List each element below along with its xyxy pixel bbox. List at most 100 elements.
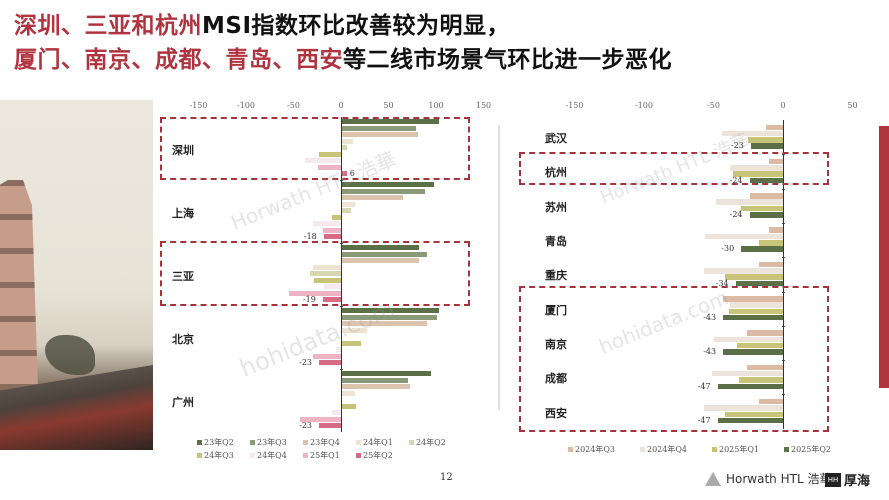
data-label: -23 — [299, 358, 313, 368]
bar-2024Q4 — [712, 370, 783, 377]
legend-label: 23年Q3 — [257, 438, 287, 447]
legend-label: 25年Q1 — [310, 451, 340, 460]
bar-23Q4 — [341, 258, 419, 264]
pagoda-photo — [0, 100, 153, 450]
bar-2025Q2 — [741, 246, 783, 252]
data-label: -30 — [721, 244, 735, 254]
bar-2024Q3 — [759, 261, 783, 268]
legend-swatch-icon — [784, 447, 789, 452]
zero-axis-line — [783, 120, 784, 429]
bar-24Q4 — [304, 158, 341, 164]
bar-24Q4 — [331, 410, 341, 416]
legend-item: 2024年Q4 — [640, 444, 712, 455]
bar-25Q2 — [319, 360, 341, 366]
hohi-box-icon: HH — [825, 472, 841, 487]
bar-24Q4 — [323, 284, 341, 290]
bar-23Q4 — [341, 195, 403, 201]
horwath-triangle-icon — [705, 471, 721, 486]
category-label: 武汉 — [545, 132, 567, 146]
legend-swatch-icon — [197, 453, 202, 458]
legend-swatch-icon — [197, 440, 202, 445]
right-chart-legend: 2024年Q3 2024年Q4 2025年Q1 2025年Q2 — [568, 444, 858, 457]
bar-2025Q2 — [749, 177, 783, 184]
category-label: 苏州 — [545, 200, 567, 214]
x-tick-label: 50 — [847, 101, 858, 110]
bar-23Q3 — [341, 125, 417, 131]
legend-swatch-icon — [409, 440, 414, 445]
bar-23Q3 — [341, 377, 409, 383]
horwath-logo-text: Horwath HTL 浩華 — [726, 472, 832, 486]
highlight-box — [160, 117, 470, 180]
bar-24Q4 — [336, 347, 341, 353]
x-tick-label: -100 — [237, 101, 255, 110]
legend-label: 25年Q2 — [363, 451, 393, 460]
x-tick-label: 150 — [475, 101, 492, 110]
legend-swatch-icon — [250, 453, 255, 458]
bar-23Q2 — [341, 182, 435, 188]
data-label: -24 — [729, 175, 743, 185]
bar-2024Q4 — [730, 302, 783, 308]
bar-24Q3 — [319, 151, 341, 157]
bar-24Q1 — [341, 138, 354, 144]
bar-23Q2 — [341, 245, 419, 251]
legend-item: 23年Q4 — [303, 437, 356, 448]
chart-divider — [498, 125, 500, 410]
x-tick-label: -50 — [287, 101, 300, 110]
bar-24Q1 — [341, 390, 356, 396]
category-label: 西安 — [545, 406, 567, 420]
legend-item: 25年Q2 — [356, 450, 409, 461]
bar-2025Q2 — [723, 349, 783, 355]
legend-item: 25年Q1 — [303, 450, 356, 461]
bar-2025Q1 — [738, 377, 783, 383]
bar-2024Q3 — [746, 330, 783, 336]
category-label: 厦门 — [545, 303, 567, 317]
bar-24Q4 — [312, 221, 341, 227]
category-label: 成都 — [545, 372, 567, 386]
bar-23Q3 — [341, 314, 437, 320]
category-label: 青岛 — [545, 235, 567, 249]
data-label: -43 — [703, 312, 717, 322]
bar-24Q3 — [314, 277, 341, 283]
bar-25Q1 — [300, 416, 341, 422]
bar-23Q2 — [341, 308, 439, 314]
bar-23Q3 — [341, 188, 425, 194]
bar-2024Q4 — [703, 405, 783, 411]
category-label: 上海 — [172, 206, 194, 220]
legend-item: 23年Q3 — [250, 437, 303, 448]
bar-25Q2 — [323, 234, 341, 240]
data-label: -24 — [729, 210, 743, 220]
bar-24Q3 — [332, 214, 341, 220]
legend-label: 24年Q3 — [204, 451, 234, 460]
bar-25Q2 — [341, 171, 347, 177]
accent-strip — [879, 126, 889, 388]
bar-25Q1 — [322, 227, 341, 233]
bar-25Q2 — [322, 297, 341, 303]
hohi-logo-text: 厚海 — [844, 474, 871, 489]
data-label: 6 — [349, 169, 355, 179]
bar-23Q4 — [341, 384, 411, 390]
bar-25Q1 — [313, 353, 341, 359]
bar-2025Q2 — [717, 417, 783, 424]
category-label: 北京 — [172, 332, 194, 346]
legend-label: 2025年Q1 — [719, 445, 760, 454]
bar-24Q2 — [341, 145, 347, 151]
legend-swatch-icon — [356, 440, 361, 445]
bar-2025Q1 — [748, 137, 783, 143]
bar-23Q4 — [341, 321, 428, 327]
bar-24Q2 — [341, 208, 351, 214]
bar-2024Q3 — [723, 296, 783, 302]
title-highlight-1: 深圳、三亚和杭州 — [14, 13, 202, 39]
x-tick-label: -50 — [707, 101, 720, 110]
bar-2025Q1 — [741, 205, 783, 212]
bar-24Q2 — [309, 271, 341, 277]
data-label: -47 — [697, 415, 711, 425]
title-text-2: 等二线市场景气环比进一步恶化 — [343, 47, 672, 73]
data-label: -23 — [299, 421, 313, 431]
bar-2025Q1 — [737, 342, 783, 349]
bar-2024Q4 — [730, 165, 783, 171]
highlight-box — [519, 152, 829, 185]
legend-label: 24年Q2 — [416, 438, 446, 447]
legend-item: 23年Q2 — [197, 437, 250, 448]
bar-2024Q3 — [766, 124, 783, 131]
bar-23Q3 — [341, 251, 428, 257]
